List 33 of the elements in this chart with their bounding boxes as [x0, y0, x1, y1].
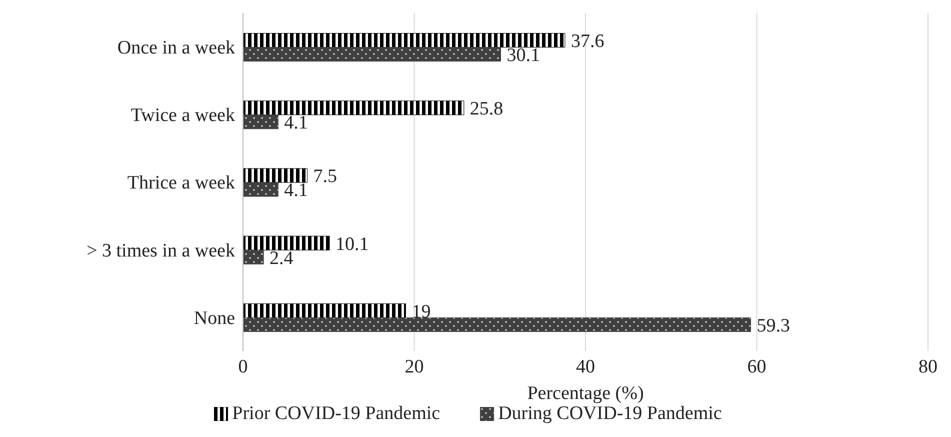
- data-label: 30.1: [506, 45, 540, 66]
- bar: [243, 33, 566, 48]
- y-tick-label: Thrice a week: [127, 172, 236, 194]
- x-tick-label: 0: [238, 356, 248, 378]
- bar: [243, 250, 264, 264]
- y-tick-label: None: [194, 308, 235, 329]
- bar: [243, 236, 330, 250]
- data-label: 25.8: [470, 98, 504, 120]
- x-axis-title: Percentage (%): [527, 383, 644, 404]
- legend-label: Prior COVID-19 Pandemic: [231, 403, 440, 425]
- x-tick-label: 20: [404, 356, 424, 378]
- x-tick-label: 60: [747, 356, 766, 378]
- data-label: 7.5: [313, 166, 337, 188]
- bar: [243, 317, 752, 332]
- bar: [243, 100, 464, 116]
- bar: [243, 303, 406, 318]
- bar: [243, 182, 278, 197]
- x-tick-label: 40: [576, 356, 595, 378]
- data-label: 4.1: [284, 180, 308, 202]
- bar: [243, 168, 308, 183]
- bar: [243, 47, 501, 62]
- y-tick-label: > 3 times in a week: [86, 240, 236, 262]
- y-tick-label: Once in a week: [117, 38, 236, 59]
- legend-label: During COVID-19 Pandemic: [497, 403, 722, 425]
- x-tick-label: 80: [918, 356, 938, 378]
- y-tick-label: Twice a week: [130, 105, 236, 126]
- data-label: 4.1: [284, 112, 308, 134]
- data-label: 59.3: [756, 315, 790, 336]
- data-label: 10.1: [335, 234, 369, 255]
- data-label: 19: [412, 301, 431, 322]
- bar: [243, 114, 278, 130]
- data-label: 2.4: [270, 248, 294, 269]
- data-label: 37.6: [570, 31, 604, 52]
